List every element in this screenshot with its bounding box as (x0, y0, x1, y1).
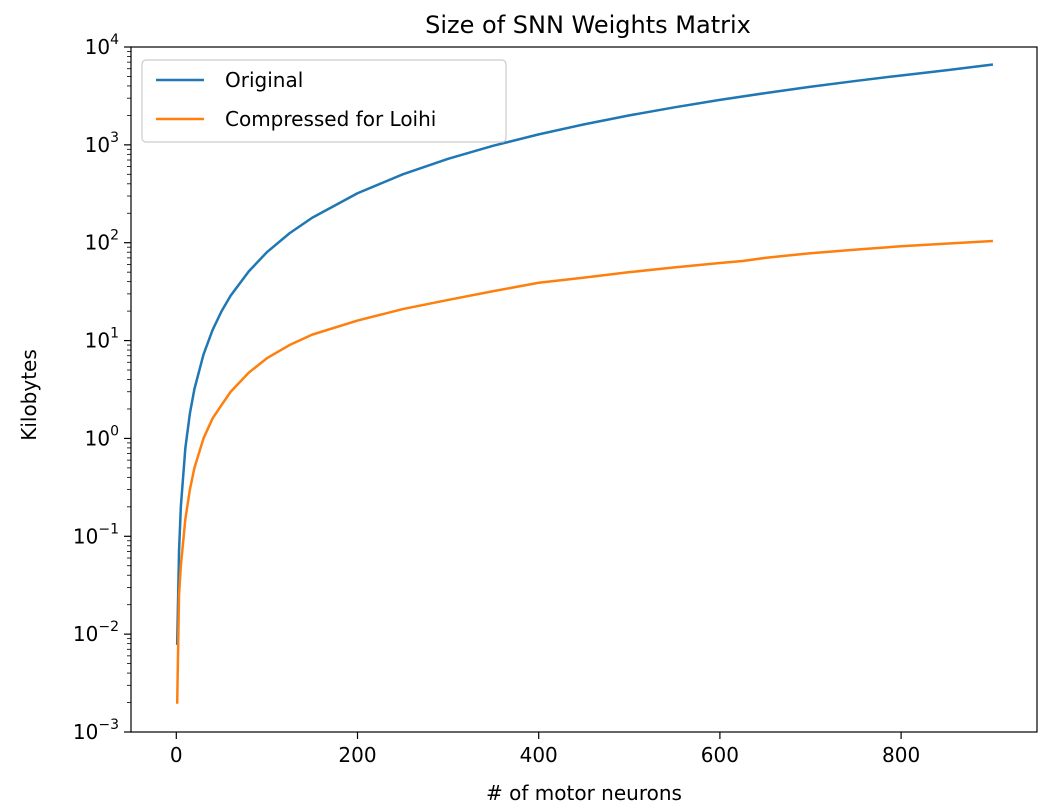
y-tick-label: 104 (85, 32, 119, 59)
x-tick-label: 0 (170, 743, 183, 767)
plot-frame (130, 46, 1038, 733)
legend-label-original: Original (225, 68, 303, 92)
y-tick-label: 10−2 (73, 619, 119, 646)
y-tick-label: 100 (85, 423, 119, 450)
legend: Original Compressed for Loihi (141, 59, 507, 143)
y-axis-label: Kilobytes (17, 349, 41, 441)
y-tick-label: 101 (85, 326, 119, 353)
series-line-compressed (175, 239, 994, 704)
y-tick-label: 102 (85, 228, 119, 255)
x-tick-label: 600 (701, 743, 739, 767)
x-axis-label: # of motor neurons (486, 781, 682, 805)
x-axis-ticks: 0 200 400 600 800 (170, 732, 920, 767)
y-tick-label: 10−1 (73, 521, 119, 548)
legend-label-compressed: Compressed for Loihi (225, 107, 436, 131)
x-tick-label: 200 (338, 743, 376, 767)
y-axis-ticks: 10−3 10−2 10−1 100 101 102 103 104 (73, 32, 131, 744)
series-line-original (175, 63, 994, 645)
x-tick-label: 800 (882, 743, 920, 767)
series-layer (175, 63, 994, 704)
legend-box (141, 59, 507, 143)
y-tick-label: 10−3 (73, 717, 119, 744)
y-tick-label: 103 (85, 130, 119, 157)
x-tick-label: 400 (520, 743, 558, 767)
chart-title: Size of SNN Weights Matrix (425, 11, 751, 39)
